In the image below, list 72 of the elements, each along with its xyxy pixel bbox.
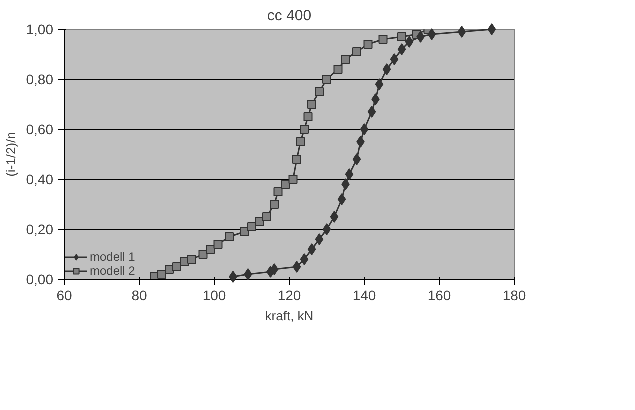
point [364, 40, 373, 49]
x-tick-label: 100 [202, 288, 226, 304]
x-axis-title: kraft, kN [265, 308, 314, 324]
point [270, 264, 279, 276]
point [240, 228, 249, 236]
point [458, 26, 466, 38]
point [274, 188, 283, 196]
point [341, 55, 350, 64]
y-tick-label: 0,60 [26, 122, 54, 138]
y-tick-label: 0,20 [26, 222, 54, 238]
point [188, 255, 196, 264]
point [248, 222, 256, 232]
point [342, 178, 350, 190]
point [255, 218, 264, 226]
point [292, 155, 302, 164]
x-tick-label: 140 [352, 288, 376, 304]
x-tick-label: 60 [56, 288, 72, 304]
point [206, 245, 216, 254]
point [300, 254, 309, 266]
x-tick-label: 80 [132, 288, 148, 304]
y-tick-label: 0,80 [26, 72, 54, 88]
x-tick-label: 120 [278, 288, 302, 304]
point [405, 36, 414, 48]
point [428, 28, 436, 40]
point [372, 94, 380, 106]
point [382, 64, 392, 76]
point [304, 112, 313, 122]
point [330, 211, 339, 223]
point [398, 44, 406, 56]
y-axis-title: (i-1/2)/n [3, 132, 18, 177]
point [360, 124, 369, 136]
y-tick-label: 0,40 [26, 172, 54, 188]
point [308, 244, 316, 256]
chart-title: cc 400 [267, 8, 312, 24]
point [356, 136, 365, 148]
point [229, 271, 238, 283]
point [322, 75, 332, 84]
point [368, 106, 376, 118]
point [315, 88, 324, 96]
point [390, 54, 399, 66]
legend-label: modell 1 [90, 250, 136, 264]
point [198, 250, 208, 259]
point [244, 268, 252, 280]
point [375, 78, 384, 90]
point [288, 175, 298, 184]
point [322, 224, 332, 236]
point [488, 24, 496, 36]
point [214, 240, 223, 249]
point [172, 262, 182, 272]
point [398, 32, 406, 42]
point [338, 194, 346, 206]
point [352, 154, 362, 166]
point [300, 125, 309, 134]
point [225, 232, 234, 242]
x-tick-label: 160 [428, 288, 452, 304]
point [262, 212, 272, 222]
x-tick-label: 180 [502, 288, 526, 304]
point [378, 35, 388, 44]
point [281, 180, 290, 189]
point [158, 270, 166, 279]
point [416, 31, 425, 43]
point [270, 200, 279, 209]
point [334, 65, 343, 74]
point [292, 261, 302, 273]
point [308, 100, 316, 109]
legend-label: modell 2 [90, 264, 136, 278]
y-tick-label: 1,00 [26, 22, 54, 38]
y-tick-label: 0,00 [26, 272, 54, 288]
point [352, 48, 362, 56]
point [345, 168, 354, 180]
point [315, 234, 324, 246]
point [296, 138, 306, 146]
